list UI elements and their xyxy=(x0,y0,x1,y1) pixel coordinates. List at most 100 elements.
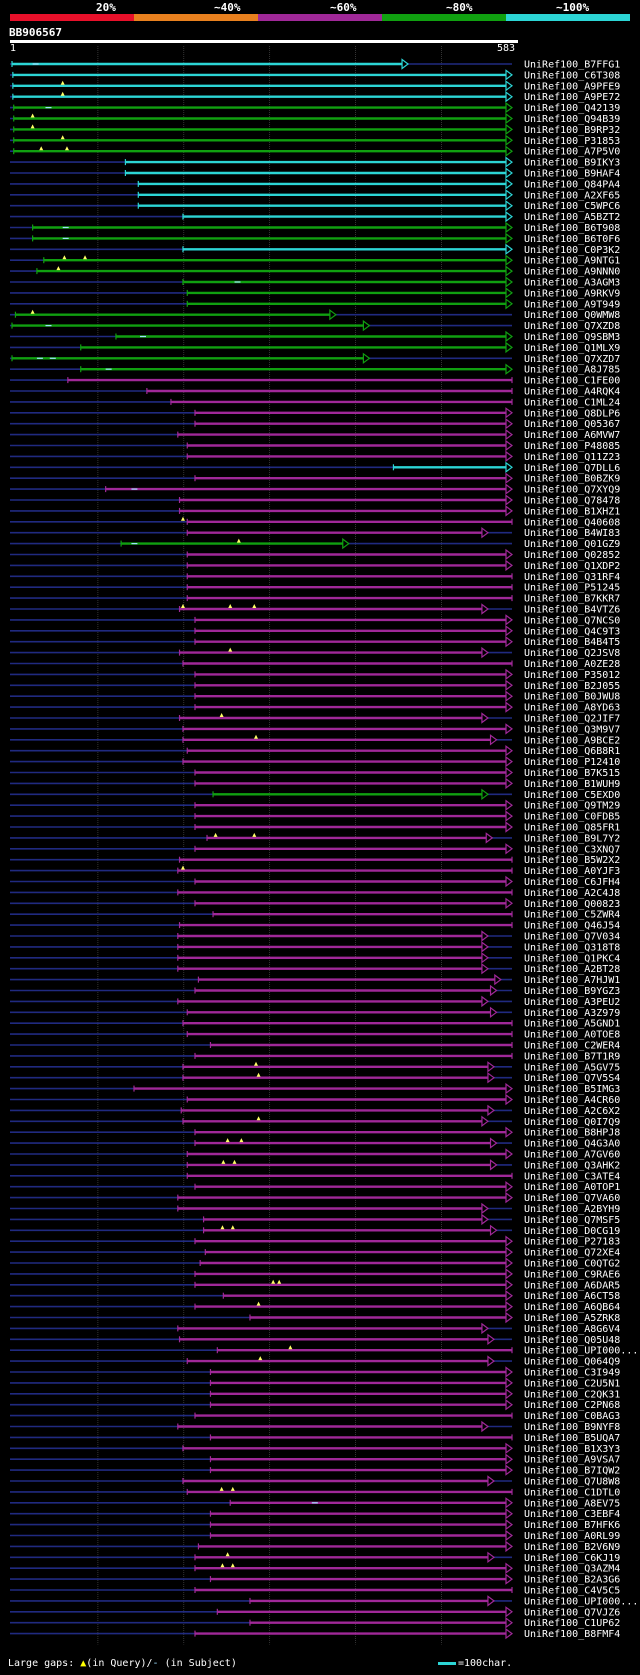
hit-id-label: UniRef100_C3I949 xyxy=(524,1368,620,1379)
hit-arrow xyxy=(505,723,513,735)
hit-arrow xyxy=(505,189,513,201)
hit-arrow xyxy=(505,418,513,430)
hit-arrow xyxy=(481,1115,489,1127)
hit-arrow xyxy=(505,625,513,637)
query-end-label: 583 xyxy=(497,43,516,54)
hit-id-label: UniRef100_C1FE00 xyxy=(524,376,620,387)
hit-arrow xyxy=(329,309,337,321)
large-gaps-label: Large gaps: xyxy=(8,1658,75,1669)
hit-arrow xyxy=(505,1627,513,1640)
hit-id-label: UniRef100_A2C4J8 xyxy=(524,888,620,899)
hit-id-label: UniRef100_A6MVW7 xyxy=(524,430,620,441)
hit-id-label: UniRef100_Q0WMW8 xyxy=(524,310,620,321)
hit-id-label: UniRef100_C0BAG3 xyxy=(524,1411,620,1422)
hit-id-label: UniRef100_B7T1R9 xyxy=(524,1051,620,1062)
hit-arrow xyxy=(505,145,513,157)
hit-arrow xyxy=(505,1093,513,1106)
hit-id-label: UniRef100_Q00823 xyxy=(524,899,620,910)
hit-id-label: UniRef100_A2XF65 xyxy=(524,190,620,201)
hit-id-label: UniRef100_C6JFH4 xyxy=(524,877,620,888)
hit-arrow xyxy=(505,69,513,81)
hit-arrow xyxy=(505,483,513,495)
hit-arrow xyxy=(505,875,513,888)
hit-arrow xyxy=(494,973,502,986)
query-gap-icon: ▲ xyxy=(80,1658,87,1669)
hit-id-label: UniRef100_Q7XZD8 xyxy=(524,321,620,332)
hit-arrow xyxy=(505,200,513,212)
scale-legend-label: =100char. xyxy=(458,1658,513,1669)
hit-id-label: UniRef100_Q3AHK2 xyxy=(524,1160,620,1171)
query-id: BB906567 xyxy=(9,26,62,39)
hit-id-label: UniRef100_Q2JIF7 xyxy=(524,714,620,725)
hit-id-label: UniRef100_Q7VA60 xyxy=(524,1193,620,1204)
hit-id-label: UniRef100_Q7VJZ6 xyxy=(524,1607,620,1618)
hit-id-label: UniRef100_B2J055 xyxy=(524,681,620,692)
query-gap-marker xyxy=(64,146,69,151)
query-gap-marker xyxy=(30,113,35,118)
hit-id-label: UniRef100_B0BZK9 xyxy=(524,474,620,485)
hit-id-label: UniRef100_Q05U48 xyxy=(524,1335,620,1346)
in-subject-label: (in Subject) xyxy=(164,1658,237,1669)
hit-id-label: UniRef100_A7GV60 xyxy=(524,1150,620,1161)
hit-id-label: UniRef100_Q94B39 xyxy=(524,114,620,125)
hit-arrow xyxy=(505,1562,513,1574)
hit-id-label: UniRef100_A7P5V0 xyxy=(524,147,620,158)
query-gap-marker xyxy=(219,1486,224,1491)
hit-arrow xyxy=(481,1420,489,1433)
hit-arrow xyxy=(505,1388,513,1400)
hit-id-label: UniRef100_Q7U8W8 xyxy=(524,1477,620,1488)
hit-arrow xyxy=(505,1181,513,1193)
hit-arrow xyxy=(505,407,513,419)
hit-arrow xyxy=(505,298,513,310)
hit-id-label: UniRef100_B9L7Y2 xyxy=(524,833,620,844)
hit-id-label: UniRef100_A5GV75 xyxy=(524,1062,620,1073)
hit-id-label: UniRef100_A2BT28 xyxy=(524,964,620,975)
percent-label: ~100% xyxy=(556,1,590,14)
hit-arrow xyxy=(505,461,513,473)
hit-arrow xyxy=(505,101,513,114)
hit-id-label: UniRef100_A4CR60 xyxy=(524,1095,620,1106)
hit-arrow xyxy=(505,1540,513,1553)
hit-arrow xyxy=(489,1006,498,1018)
hit-arrow xyxy=(505,1529,513,1542)
hit-arrow xyxy=(505,330,513,343)
hit-id-label: UniRef100_C0FDB5 xyxy=(524,812,620,823)
hit-arrow xyxy=(505,1453,513,1465)
query-gap-marker xyxy=(180,604,185,608)
percent-segment xyxy=(506,14,630,21)
hit-arrow xyxy=(505,821,513,833)
hit-id-label: UniRef100_B5IMG3 xyxy=(524,1084,620,1095)
hit-id-label: UniRef100_Q84PA4 xyxy=(524,179,620,190)
query-ruler xyxy=(10,40,518,43)
query-gap-marker xyxy=(228,604,233,608)
hit-arrow xyxy=(401,58,410,70)
hit-arrow xyxy=(489,1137,498,1149)
hit-id-label: UniRef100_Q7NCS0 xyxy=(524,615,620,626)
hit-arrow xyxy=(505,679,513,691)
hit-id-label: UniRef100_A9VSA7 xyxy=(524,1455,620,1466)
hit-arrow xyxy=(505,1290,513,1302)
percent-identity-scale xyxy=(10,14,630,21)
hit-id-label: UniRef100_B4B4T5 xyxy=(524,637,620,648)
query-gap-marker xyxy=(271,1279,276,1284)
hit-arrow xyxy=(505,80,513,92)
hit-id-label: UniRef100_A0RL99 xyxy=(524,1531,620,1542)
query-gap-marker xyxy=(39,146,44,151)
hit-id-label: UniRef100_Q7V034 xyxy=(524,932,620,943)
query-gap-marker xyxy=(225,1138,230,1143)
hit-arrow xyxy=(505,428,513,441)
hit-arrow xyxy=(505,1377,513,1389)
hit-id-label: UniRef100_C5WPC6 xyxy=(524,201,620,212)
hit-arrow xyxy=(481,1213,489,1226)
hit-arrow xyxy=(505,276,513,288)
hit-arrow xyxy=(481,527,489,539)
hit-id-label: UniRef100_Q72XE4 xyxy=(524,1248,620,1259)
hit-id-label: UniRef100_Q4G3A0 xyxy=(524,1139,620,1150)
hit-arrow xyxy=(505,1279,513,1291)
hit-arrow xyxy=(481,952,489,964)
hit-id-label: UniRef100_Q2JSV8 xyxy=(524,648,620,659)
hit-id-label: UniRef100_P12410 xyxy=(524,757,620,768)
hit-id-label: UniRef100_A4RQK4 xyxy=(524,387,620,398)
hit-id-label: UniRef100_C9RAE6 xyxy=(524,1269,620,1280)
